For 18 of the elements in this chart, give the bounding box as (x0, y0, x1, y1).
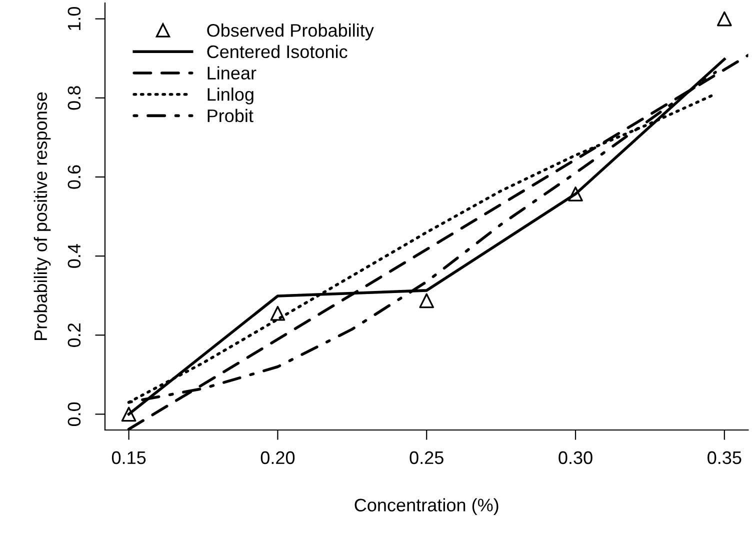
y-tick-label: 0.6 (68, 165, 81, 189)
legend-label: Probit (208, 108, 254, 122)
y-axis-title: Probability of positive response (34, 92, 51, 340)
y-tick-label: 0.0 (68, 402, 81, 426)
y-tick-label: 0.2 (68, 323, 81, 347)
x-axis-title: Concentration (%) (354, 498, 498, 516)
x-tick-label: 0.15 (112, 451, 146, 464)
y-tick-label: 0.8 (68, 86, 81, 110)
x-tick-label: 0.25 (410, 451, 444, 464)
x-tick-label: 0.35 (708, 451, 742, 464)
y-tick-label: 1.0 (68, 6, 81, 30)
y-tick-label: 0.4 (68, 244, 81, 268)
legend-label: Centered Isotonic (207, 44, 348, 58)
legend-label: Linlog (208, 88, 254, 104)
x-tick-label: 0.20 (260, 451, 295, 464)
x-tick-label: 0.30 (558, 451, 592, 464)
legend-label: Linear (208, 66, 256, 80)
legend-label: Observed Probability (207, 24, 374, 40)
